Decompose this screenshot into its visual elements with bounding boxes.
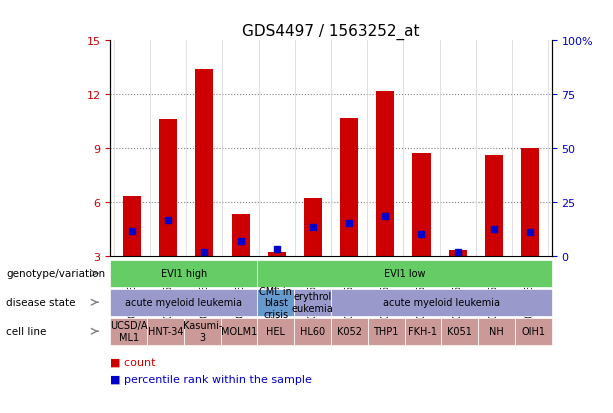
Bar	[449, 251, 466, 256]
Text: THP1: THP1	[373, 326, 399, 337]
Bar	[232, 215, 249, 256]
Text: disease state: disease state	[6, 297, 75, 308]
Text: FKH-1: FKH-1	[408, 326, 438, 337]
Text: EVI1 high: EVI1 high	[161, 268, 207, 279]
Text: erythrol
eukemia: erythrol eukemia	[292, 292, 333, 313]
Bar	[304, 199, 322, 256]
Text: HL60: HL60	[300, 326, 325, 337]
Text: acute myeloid leukemia: acute myeloid leukemia	[126, 297, 242, 308]
Bar	[485, 156, 503, 256]
Bar	[413, 154, 430, 256]
Bar	[521, 149, 539, 256]
Bar	[196, 70, 213, 256]
Bar	[340, 118, 358, 256]
Text: ■ percentile rank within the sample: ■ percentile rank within the sample	[110, 374, 312, 384]
Text: cell line: cell line	[6, 326, 47, 337]
Text: ■ count: ■ count	[110, 357, 156, 367]
Bar	[268, 252, 286, 256]
Bar	[376, 91, 394, 256]
Text: OIH1: OIH1	[521, 326, 546, 337]
Bar	[123, 197, 141, 256]
Text: HNT-34: HNT-34	[148, 326, 183, 337]
Text: acute myeloid leukemia: acute myeloid leukemia	[383, 297, 500, 308]
Text: NH: NH	[489, 326, 504, 337]
Text: UCSD/A
ML1: UCSD/A ML1	[110, 320, 148, 342]
Title: GDS4497 / 1563252_at: GDS4497 / 1563252_at	[242, 24, 420, 40]
Text: CML in
blast
crisis: CML in blast crisis	[259, 286, 292, 319]
Text: EVI1 low: EVI1 low	[384, 268, 425, 279]
Text: MOLM1: MOLM1	[221, 326, 257, 337]
Text: K052: K052	[337, 326, 362, 337]
Text: genotype/variation: genotype/variation	[6, 268, 105, 279]
Text: HEL: HEL	[267, 326, 285, 337]
Text: Kasumi-
3: Kasumi- 3	[183, 320, 222, 342]
Text: K051: K051	[447, 326, 472, 337]
Bar	[159, 120, 177, 256]
